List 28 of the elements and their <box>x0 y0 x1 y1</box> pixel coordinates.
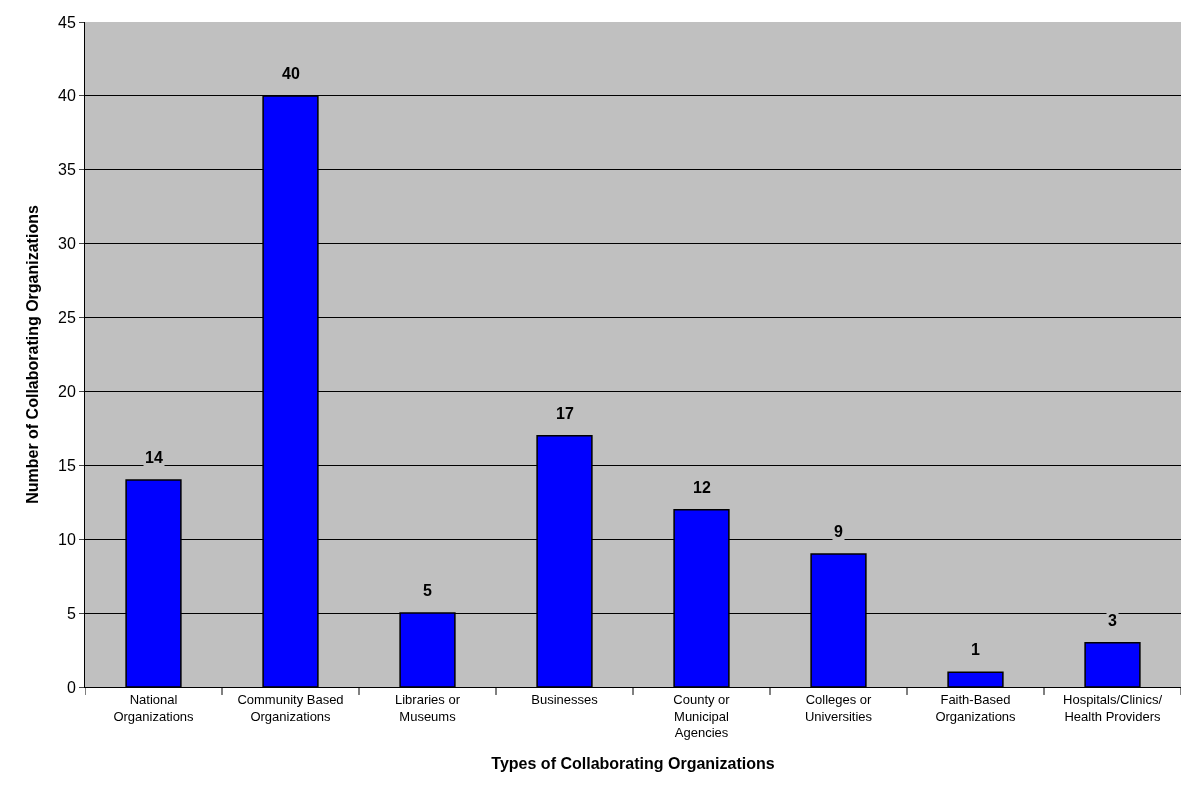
y-tick-label: 30 <box>58 235 76 253</box>
data-label: 1 <box>971 641 980 658</box>
data-label: 17 <box>556 405 574 422</box>
x-tick-label: National Organizations <box>113 691 195 724</box>
data-label: 40 <box>282 65 300 82</box>
y-tick-label: 20 <box>58 383 76 401</box>
x-tick-label: Faith-Based Organizations <box>935 691 1017 724</box>
data-label: 5 <box>423 582 432 599</box>
data-label: 12 <box>693 479 711 496</box>
x-tick-label: County or Municipal Agencies <box>673 691 731 741</box>
y-axis-title: Number of Collaborating Organizations <box>23 205 41 504</box>
x-tick-label: Community Based Organizations <box>237 691 344 724</box>
y-tick-label: 15 <box>58 456 76 474</box>
y-tick-label: 45 <box>58 13 76 31</box>
data-label: 9 <box>834 523 843 540</box>
x-axis-title: Types of Collaborating Organizations <box>491 755 775 773</box>
data-label: 3 <box>1108 612 1117 629</box>
y-tick-label: 40 <box>58 87 76 105</box>
y-tick-label: 0 <box>66 678 76 696</box>
data-label: 14 <box>145 449 163 466</box>
x-tick-label: Businesses <box>531 691 599 707</box>
y-tick-label: 25 <box>58 309 76 327</box>
y-tick-label: 10 <box>58 530 76 548</box>
y-tick-label: 5 <box>66 604 76 622</box>
y-tick-label: 35 <box>58 161 76 179</box>
x-tick-label: Colleges or Universities <box>804 691 873 724</box>
x-tick-label: Libraries or Museums <box>394 691 461 724</box>
x-tick-label: Hospitals/Clinics/ Health Providers <box>1063 691 1163 724</box>
